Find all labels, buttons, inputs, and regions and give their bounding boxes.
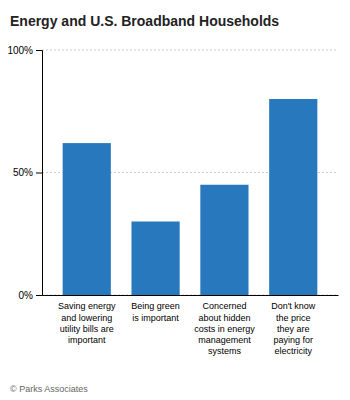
tick-label-line: Don't know [271,301,316,311]
axis-line [36,51,43,296]
tick: 0% [19,290,42,301]
tick-label-line: is important [132,313,179,323]
tick-label-line: costs in energy [194,324,255,334]
tick-label-line: they are [277,324,310,334]
title: Energy and U.S. Broadband Households [10,13,279,29]
y-axis: 0% 50% 100% [7,45,42,301]
chart: Energy and U.S. Broadband Households 0% 50… [0,0,350,400]
grid-line [42,50,338,51]
tick-mark [36,50,42,51]
bar [63,143,111,295]
tick: 100% [7,45,42,56]
axis-line [43,295,339,296]
tick-label: Being green is important [131,301,180,322]
tick-label-line: systems [208,346,242,356]
bar [200,185,248,295]
tick: 50% [13,167,42,178]
tick-label-line: about hidden [198,313,250,323]
tick-label-line: paying for [273,335,313,345]
tick-mark [36,295,42,296]
tick-label: 50% [13,167,33,178]
tick-mark [36,173,42,174]
tick-label: Don't know the pricethey arepaying forele… [271,301,316,356]
bar [269,99,317,295]
tick-label-line: electricity [274,346,312,356]
grid [42,50,338,295]
tick-label: 0% [19,290,34,301]
bar [131,222,179,296]
plot: 0% 50% 100% Saving energy and loweringutilit… [7,45,338,357]
tick-label: Concerned about hiddencosts in energymana… [194,301,255,356]
tick: Being green is important [131,301,180,322]
tick-label: 100% [7,45,33,56]
tick-label: Saving energy and loweringutility bills a… [58,301,116,345]
tick-label-line: utility bills are [60,324,114,334]
tick: Saving energy and loweringutility bills a… [58,301,116,345]
bars [63,99,318,295]
tick: Concerned about hiddencosts in energymana… [194,301,255,356]
tick-label-line: Saving energy [58,301,116,311]
tick-label-line: the price [276,313,311,323]
tick-label-line: important [68,335,106,345]
footer: © Parks Associates [10,384,88,394]
tick-label-line: Being green [131,301,180,311]
tick-label-line: Concerned [202,301,246,311]
tick: Don't know the pricethey arepaying forele… [271,301,316,356]
tick-label-line: and lowering [61,313,112,323]
x-axis: Saving energy and loweringutility bills a… [43,296,339,357]
tick-label-line: management [198,335,251,345]
